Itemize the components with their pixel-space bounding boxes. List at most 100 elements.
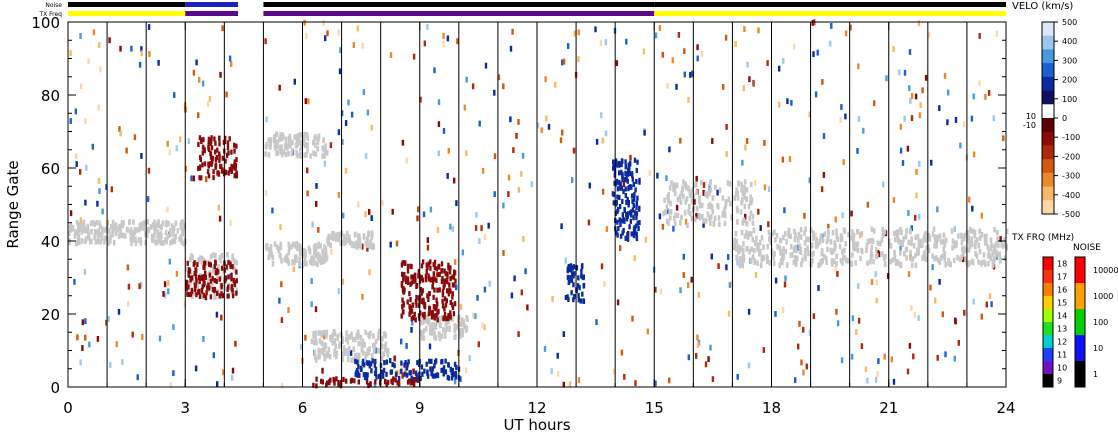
velocity-color-cell bbox=[1042, 49, 1054, 64]
velocity-point bbox=[223, 139, 227, 145]
velocity-point bbox=[428, 358, 431, 364]
velocity-point bbox=[225, 152, 229, 158]
ground-scatter-point bbox=[75, 240, 79, 247]
velocity-point bbox=[214, 259, 217, 265]
ground-scatter-point bbox=[799, 227, 803, 233]
ground-scatter-point bbox=[334, 236, 338, 242]
scatter-point bbox=[168, 149, 171, 156]
velocity-point bbox=[209, 154, 213, 160]
velocity-point bbox=[567, 279, 570, 286]
scatter-point bbox=[520, 289, 523, 296]
velocity-point bbox=[442, 367, 445, 373]
ground-scatter-point bbox=[923, 253, 926, 260]
velocity-point bbox=[566, 294, 569, 300]
txfreq-bar-segment bbox=[185, 11, 239, 16]
scatter-point bbox=[305, 33, 308, 40]
velocity-point bbox=[633, 225, 636, 231]
velocity-point bbox=[400, 368, 403, 374]
ground-scatter-point bbox=[433, 330, 436, 336]
ground-scatter-point bbox=[851, 234, 855, 241]
ground-scatter-point bbox=[923, 234, 926, 240]
ground-scatter-point bbox=[776, 243, 779, 250]
velocity-point bbox=[615, 162, 618, 168]
scatter-point bbox=[792, 43, 796, 50]
ground-scatter-point bbox=[794, 261, 798, 267]
ground-scatter-point bbox=[94, 239, 98, 245]
scatter-point bbox=[195, 59, 198, 66]
velocity-point bbox=[566, 274, 570, 280]
scatter-point bbox=[702, 182, 706, 188]
scatter-point bbox=[796, 244, 800, 251]
scatter-point bbox=[146, 196, 150, 202]
ground-scatter-point bbox=[747, 204, 751, 210]
scatter-point bbox=[683, 71, 686, 78]
velocity-point bbox=[449, 276, 452, 282]
ground-scatter-point bbox=[880, 237, 884, 243]
ground-scatter-point bbox=[84, 238, 87, 245]
ground-scatter-point bbox=[962, 236, 966, 242]
ground-scatter-point bbox=[801, 257, 804, 264]
scatter-point bbox=[778, 101, 781, 108]
scatter-point bbox=[654, 32, 658, 39]
velocity-point bbox=[453, 361, 457, 367]
ground-scatter-point bbox=[303, 142, 307, 149]
ground-scatter-point bbox=[1005, 228, 1009, 235]
scatter-point bbox=[886, 273, 890, 279]
scatter-point bbox=[690, 70, 694, 77]
scatter-point bbox=[230, 61, 233, 67]
scatter-point bbox=[963, 121, 966, 128]
scatter-point bbox=[381, 199, 384, 206]
ground-scatter-point bbox=[724, 203, 727, 209]
velocity-point bbox=[630, 231, 633, 237]
velocity-point bbox=[627, 184, 631, 190]
scatter-point bbox=[710, 253, 713, 260]
scatter-point bbox=[802, 326, 805, 333]
ground-scatter-point bbox=[970, 238, 973, 244]
scatter-point bbox=[820, 186, 824, 193]
ground-scatter-point bbox=[131, 231, 134, 237]
ground-scatter-point bbox=[202, 257, 205, 264]
ground-scatter-point bbox=[942, 238, 945, 245]
ground-scatter-point bbox=[265, 243, 269, 249]
ground-scatter-point bbox=[318, 256, 321, 263]
ground-scatter-point bbox=[377, 331, 380, 338]
velocity-point bbox=[616, 207, 620, 213]
scatter-point bbox=[117, 308, 121, 315]
scatter-point bbox=[599, 40, 603, 47]
ground-scatter-point bbox=[434, 335, 438, 341]
scatter-point bbox=[446, 35, 450, 42]
velocity-point bbox=[235, 157, 238, 163]
scatter-point bbox=[892, 378, 896, 385]
ground-scatter-point bbox=[702, 218, 705, 224]
velocity-point bbox=[424, 277, 428, 283]
ground-scatter-point bbox=[816, 241, 819, 248]
ground-scatter-point bbox=[781, 253, 784, 259]
scatter-point bbox=[908, 49, 912, 55]
ground-scatter-point bbox=[803, 240, 807, 246]
scatter-point bbox=[106, 220, 109, 226]
velocity-point bbox=[410, 375, 413, 381]
ground-scatter-point bbox=[843, 228, 847, 234]
scatter-point bbox=[892, 197, 896, 203]
ground-scatter-point bbox=[942, 232, 946, 238]
ground-scatter-point bbox=[103, 239, 106, 245]
velocity-point bbox=[579, 298, 582, 304]
scatter-point bbox=[303, 19, 306, 26]
ground-scatter-point bbox=[171, 225, 175, 232]
ground-scatter-point bbox=[294, 143, 298, 149]
ground-scatter-point bbox=[698, 198, 701, 205]
scatter-point bbox=[166, 206, 169, 213]
scatter-point bbox=[980, 313, 983, 320]
scatter-point bbox=[179, 136, 182, 143]
ground-scatter-point bbox=[917, 239, 921, 245]
ground-scatter-point bbox=[933, 243, 936, 249]
velocity-point bbox=[369, 361, 373, 367]
ground-scatter-point bbox=[847, 231, 850, 238]
velocity-point bbox=[429, 310, 432, 316]
velocity-point bbox=[447, 375, 451, 381]
scatter-point bbox=[412, 368, 415, 375]
ground-scatter-point bbox=[100, 235, 104, 241]
ground-scatter-point bbox=[352, 356, 356, 363]
noise-color-cell bbox=[1075, 335, 1085, 362]
ground-scatter-point bbox=[960, 254, 964, 260]
